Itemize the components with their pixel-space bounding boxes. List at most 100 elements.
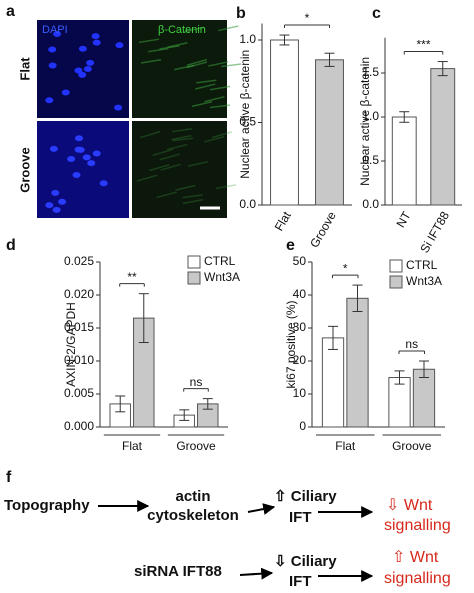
nucleus [83,65,92,72]
legend-swatch [389,259,403,273]
annotation: * [305,11,310,25]
fiber [211,131,233,139]
y-tick-label: 1.0 [362,109,379,123]
fiber [159,153,180,161]
node: ⇩ Ciliary [274,553,337,570]
y-tick-label: 0 [299,419,306,433]
fiber [196,79,217,84]
fiber [218,25,239,32]
fiber [139,130,161,139]
arrow [247,503,276,515]
y-axis-label: Nuclear active β-catenin [358,57,372,186]
fiber [167,42,188,48]
node: signalling [384,570,451,587]
y-tick-label: 20 [293,353,307,367]
fiber [204,135,225,143]
legend-swatch [389,275,403,289]
fiber [187,160,209,167]
y-tick-label: 0.5 [362,153,379,167]
fiber [191,100,213,108]
y-tick-label: 10 [293,386,307,400]
annotation: ** [127,270,137,284]
y-tick-label: 0.0 [362,197,379,211]
y-tick-label: 0.010 [64,353,94,367]
bar [315,59,344,206]
y-tick-label: 0.025 [64,254,94,268]
bar [270,39,299,206]
bar [391,116,417,206]
nucleus [58,198,67,205]
fiber [175,184,196,191]
y-axis-label: ki67 positive (%) [284,300,298,388]
fiber [140,58,162,64]
panel-label: c [372,5,381,22]
bar [321,337,345,428]
y-tick-label: 0.5 [239,115,256,129]
legend-label: Wnt3A [406,274,442,288]
node: actin [175,488,210,505]
panel-label: f [6,469,12,486]
y-tick-label: 1.0 [239,32,256,46]
fiber [172,127,193,133]
node: Topography [4,497,90,514]
fiber [167,143,188,151]
nucleus [92,39,101,46]
nucleus [99,180,108,187]
y-tick-label: 0.005 [64,386,94,400]
nucleus [86,59,95,66]
node: siRNA IFT88 [134,563,222,580]
nucleus [91,33,100,40]
nucleus [72,172,81,179]
nucleus [92,150,101,157]
panel-label: d [6,237,16,254]
bar [346,297,369,428]
fiber [160,163,181,171]
legend-swatch [187,255,201,269]
fiber [195,83,216,90]
nucleus [78,71,87,78]
arrow [239,567,274,580]
node: ⇧ Wnt [392,549,439,566]
row-label: Groove [17,147,32,193]
y-tick-label: 0.015 [64,320,94,334]
nucleus [52,206,61,213]
nucleus [82,154,91,161]
fiber [183,26,205,33]
bar [388,377,411,428]
node: IFT [289,509,312,526]
y-tick-label: 1.5 [362,65,379,79]
node: ⇧ Ciliary [274,488,337,505]
y-axis-label: Nuclear active β-catenin [238,50,252,179]
x-tick-label: Si IFT88 [417,209,452,256]
row-label: Flat [17,57,32,81]
nucleus [76,146,85,153]
nucleus [45,97,54,104]
nucleus [115,42,124,49]
x-tick-label: Groove [307,209,339,250]
panel-label: b [236,5,246,22]
x-tick-label: Groove [176,439,216,453]
x-tick-label: Flat [122,439,143,453]
panel-label: e [286,237,295,254]
micrographs [37,20,242,218]
legend-label: Wnt3A [204,270,240,284]
fiber [172,137,193,142]
node: signalling [384,517,451,534]
y-tick-label: 50 [293,254,307,268]
fiber [182,198,204,205]
fiber [148,47,169,53]
fiber [149,164,170,172]
fiber [208,61,229,67]
nucleus [75,135,84,142]
bar [430,68,456,206]
nucleus [87,160,96,167]
fiber [156,191,177,199]
nucleus [48,46,57,53]
fiber [186,61,208,69]
annotation: ns [405,337,418,351]
panel-label: a [6,3,15,20]
annotation: *** [416,38,430,52]
annotation: ns [190,375,203,389]
fiber [215,184,237,190]
